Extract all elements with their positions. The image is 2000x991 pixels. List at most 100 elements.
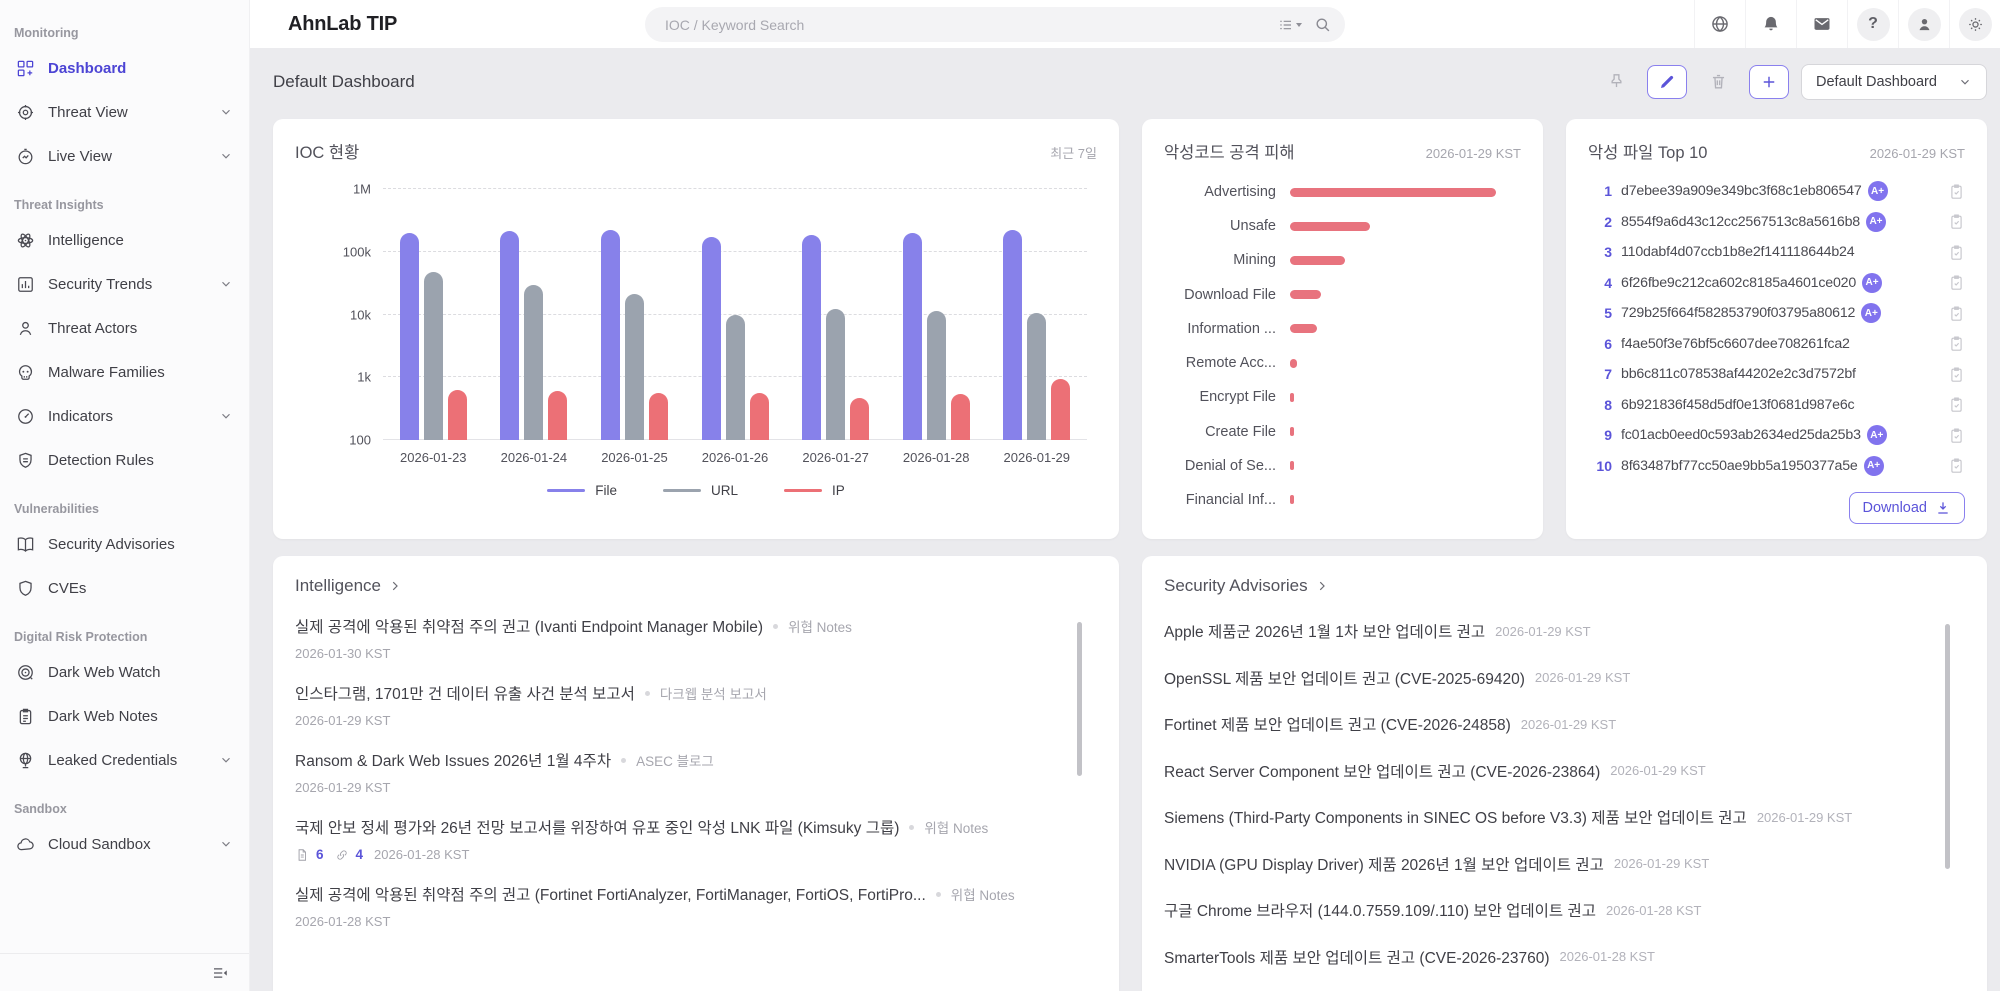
copy-to-clipboard-icon[interactable] [1948,213,1965,230]
sidebar-item-indicators[interactable]: Indicators [12,394,239,438]
file-hash[interactable]: f4ae50f3e76bf5c6607dee708261fca2 [1621,335,1850,352]
bar-file [500,230,520,440]
copy-to-clipboard-icon[interactable] [1948,427,1965,444]
sidebar-item-threat-actors[interactable]: Threat Actors [12,306,239,350]
sidebar-item-cves[interactable]: CVEs [12,566,239,610]
rank-number: 3 [1604,244,1612,261]
advisory-date: 2026-01-28 KST [1606,902,1702,918]
intel-title-link[interactable]: 국제 안보 정세 평가와 26년 전망 보고서를 위장하여 유포 중인 악성 L… [295,820,900,837]
sidebar-item-dark-web-watch[interactable]: Dark Web Watch [12,650,239,694]
advisory-title-link[interactable]: 구글 Chrome 브라우저 (144.0.7559.109/.110) 보안 … [1164,903,1596,921]
language-globe-icon[interactable] [1694,0,1745,48]
advisories-header-link[interactable]: Security Advisories [1164,576,1965,596]
download-icon [1938,502,1948,514]
sidebar-item-dark-web-notes[interactable]: Dark Web Notes [12,694,239,738]
theme-toggle-button[interactable] [1949,0,2000,48]
advisory-title-link[interactable]: React Server Component 보안 업데이트 권고 (CVE-2… [1164,763,1601,781]
legend-item-ip[interactable]: IP [784,483,845,498]
legend-item-file[interactable]: File [547,483,617,498]
search-icon[interactable] [1314,16,1331,33]
edit-dashboard-button[interactable] [1647,64,1687,99]
sidebar-item-dashboard[interactable]: Dashboard [12,46,239,90]
scrollbar-thumb[interactable] [1077,622,1082,776]
sidebar-item-intelligence[interactable]: Intelligence [12,218,239,262]
advisory-title-link[interactable]: NVIDIA (GPU Display Driver) 제품 2026년 1월 … [1164,856,1604,874]
dot-separator [773,623,779,629]
delete-dashboard-button[interactable] [1699,65,1737,99]
file-hash[interactable]: 6b921836f458d5df0e13f0681d987e6c [1621,396,1855,413]
hash-row-2: 2 8554f9a6d43c12cc2567513c8a5616b8 A+ [1588,207,1965,238]
hash-row-4: 4 6f26fbe9c212ca602c8185a4601ce020 A+ [1588,268,1965,299]
copy-to-clipboard-icon[interactable] [1948,305,1965,322]
copy-to-clipboard-icon[interactable] [1948,396,1965,413]
file-hash[interactable]: 8f63487bf77cc50ae9bb5a1950377a5e [1621,457,1858,474]
advisory-title-link[interactable]: SmarterTools 제품 보안 업데이트 권고 (CVE-2026-237… [1164,949,1550,967]
sidebar-section-sandbox: Sandbox [14,802,67,816]
file-hash[interactable]: 8554f9a6d43c12cc2567513c8a5616b8 [1621,213,1860,230]
intel-title-link[interactable]: 실제 공격에 악용된 취약점 주의 권고 (Ivanti Endpoint Ma… [295,619,764,636]
search-input[interactable] [665,16,1278,33]
add-dashboard-button[interactable] [1749,64,1789,99]
x-axis-label: 2026-01-25 [601,450,668,465]
help-button[interactable]: ? [1847,0,1898,48]
hash-row-1: 1 d7ebee39a909e349bc3f68c1eb806547 A+ [1588,176,1965,207]
intelligence-panel: Intelligence 실제 공격에 악용된 취약점 주의 권고 (Ivant… [273,556,1119,991]
app-logo[interactable]: AhnLab TIP [288,12,398,35]
notifications-bell-icon[interactable] [1745,0,1796,48]
sidebar-item-label: Dark Web Notes [48,707,158,725]
page-title: Default Dashboard [273,71,415,91]
bar-url [524,285,544,440]
legend-item-url[interactable]: URL [662,483,738,498]
copy-to-clipboard-icon[interactable] [1948,274,1965,291]
sidebar-item-cloud-sandbox[interactable]: Cloud Sandbox [12,822,239,866]
sidebar-item-security-trends[interactable]: Security Trends [12,262,239,306]
sidebar-item-detection-rules[interactable]: Detection Rules [12,438,239,482]
advisory-row: Fortinet 제품 보안 업데이트 권고 (CVE-2026-24858) 2… [1164,701,1965,748]
file-hash[interactable]: bb6c811c078538af44202e2c3d7572bf [1621,366,1856,383]
doc-count: 6 [316,847,324,862]
grade-badge: A+ [1862,272,1883,293]
sidebar-item-security-advisories[interactable]: Security Advisories [12,522,239,566]
bar-file [802,234,822,440]
search-type-dropdown[interactable] [1278,17,1302,33]
download-button[interactable]: Download [1848,492,1965,524]
intelligence-header-link[interactable]: Intelligence [295,576,1097,596]
scrollbar-thumb[interactable] [1945,624,1950,869]
attack-bar [1290,221,1371,231]
dashboard-select[interactable]: Default Dashboard [1801,63,1987,100]
user-account-button[interactable] [1898,0,1949,48]
advisory-title-link[interactable]: Fortinet 제품 보안 업데이트 권고 (CVE-2026-24858) [1164,717,1511,735]
sidebar-item-malware-families[interactable]: Malware Families [12,350,239,394]
copy-to-clipboard-icon[interactable] [1948,335,1965,352]
intel-title-link[interactable]: 실제 공격에 악용된 취약점 주의 권고 (Fortinet FortiAnal… [295,887,926,904]
file-hash[interactable]: 110dabf4d07ccb1b8e2f141118644b24 [1621,244,1855,261]
file-hash[interactable]: 729b25f664f582853790f03795a80612 [1621,305,1856,322]
link-count: 4 [355,847,364,862]
copy-to-clipboard-icon[interactable] [1948,183,1965,200]
file-hash[interactable]: d7ebee39a909e349bc3f68c1eb806547 [1621,183,1862,200]
y-axis-tick: 100k [342,244,371,260]
advisory-title-link[interactable]: Siemens (Third-Party Components in SINEC… [1164,810,1747,828]
bar-file [902,232,922,440]
mail-icon[interactable] [1796,0,1847,48]
pin-dashboard-button[interactable] [1597,65,1635,99]
advisory-date: 2026-01-28 KST [1559,949,1655,965]
hash-list: 1 d7ebee39a909e349bc3f68c1eb806547 A+ 2 8554… [1588,176,1965,481]
copy-to-clipboard-icon[interactable] [1948,457,1965,474]
intel-title-link[interactable]: Ransom & Dark Web Issues 2026년 1월 4주차 [295,753,612,770]
x-axis-label: 2026-01-24 [500,450,568,465]
sidebar-item-leaked-credentials[interactable]: Leaked Credentials [12,738,239,782]
file-hash[interactable]: 6f26fbe9c212ca602c8185a4601ce020 [1621,274,1857,291]
intel-title-link[interactable]: 인스타그램, 1701만 건 데이터 유출 사건 분석 보고서 [295,686,635,703]
hash-row-9: 9 fc01acb0eed0c593ab2634ed25da25b3 A+ [1588,420,1965,451]
advisory-date: 2026-01-29 KST [1613,856,1710,872]
collapse-sidebar-icon[interactable] [211,964,229,982]
copy-to-clipboard-icon[interactable] [1948,366,1965,383]
advisory-title-link[interactable]: OpenSSL 제품 보안 업데이트 권고 (CVE-2025-69420) [1164,670,1525,688]
sidebar-item-threat-view[interactable]: Threat View [12,90,239,134]
copy-to-clipboard-icon[interactable] [1948,244,1965,261]
advisory-title-link[interactable]: Apple 제품군 2026년 1월 1차 보안 업데이트 권고 [1164,624,1486,642]
file-hash[interactable]: fc01acb0eed0c593ab2634ed25da25b3 [1621,427,1861,444]
sidebar-item-live-view[interactable]: Live View [12,134,239,178]
